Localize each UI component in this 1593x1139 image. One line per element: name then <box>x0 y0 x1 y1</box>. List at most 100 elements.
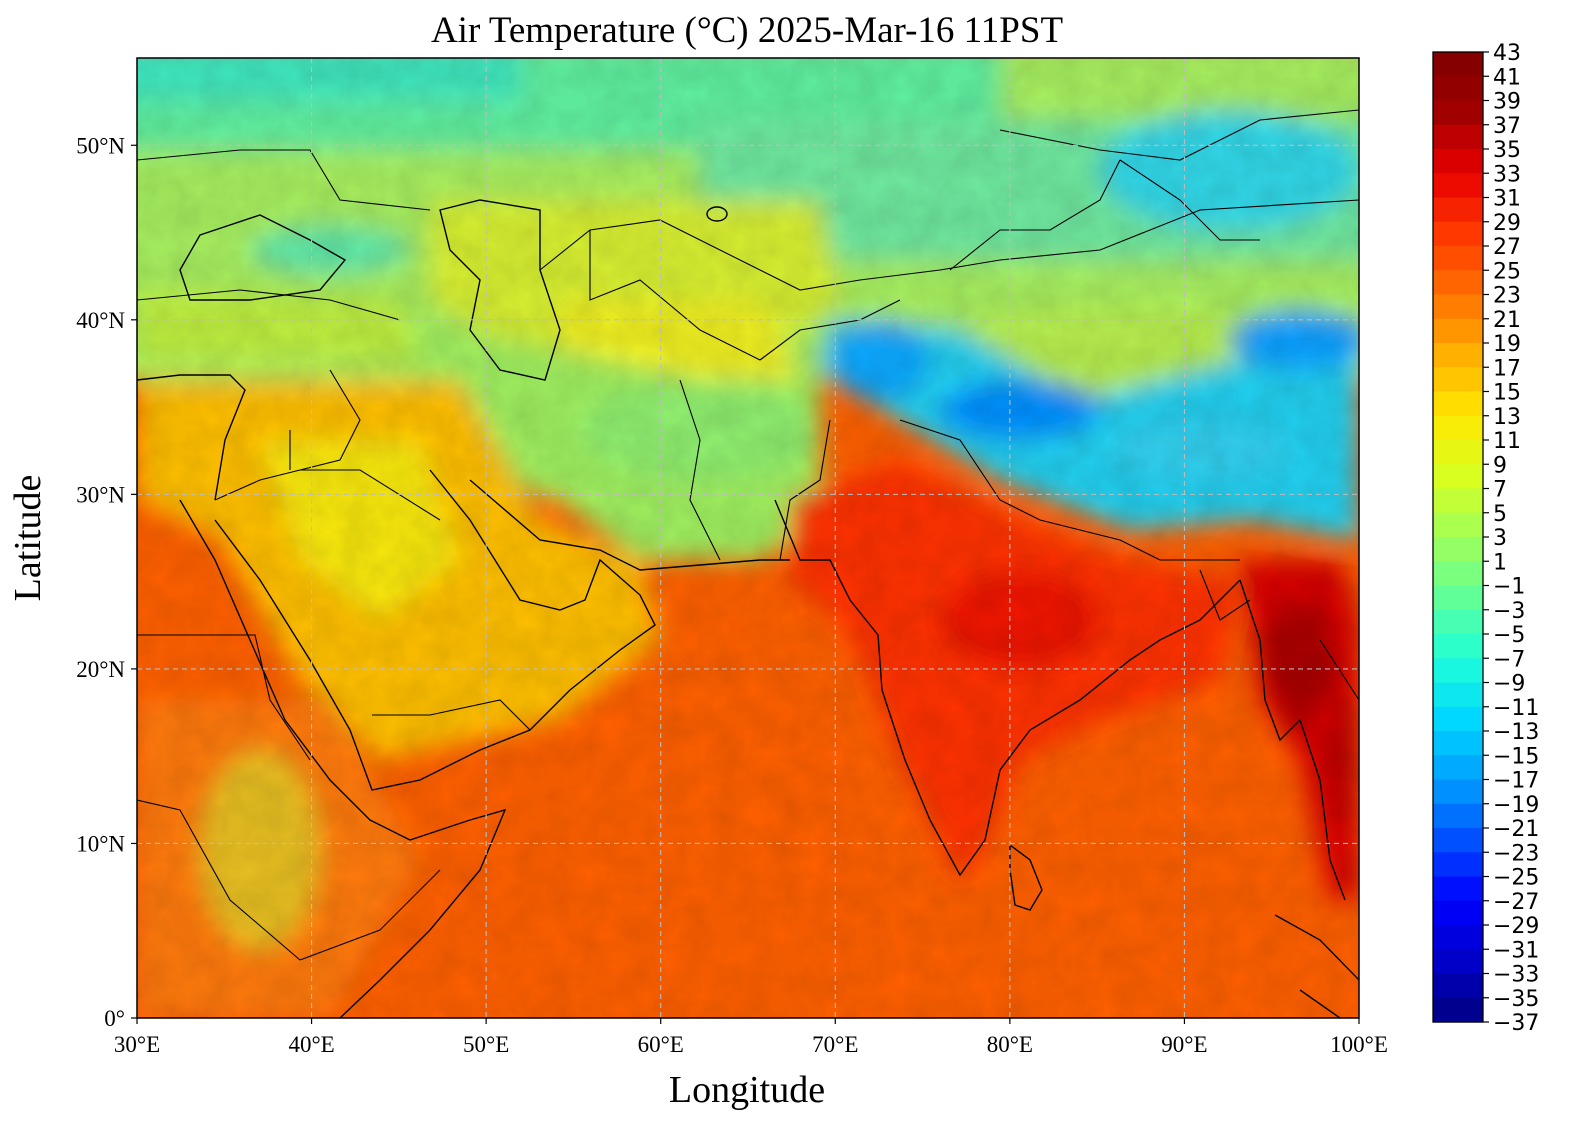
colorbar-band <box>1433 537 1483 562</box>
y-tick-label: 50°N <box>76 133 125 158</box>
x-tick-label: 50°E <box>463 1032 509 1057</box>
colorbar-tick-label: 23 <box>1493 284 1521 309</box>
colorbar-tick-label: −33 <box>1493 963 1539 988</box>
colorbar-tick-label: −9 <box>1493 672 1525 697</box>
colorbar-tick-label: −37 <box>1493 1011 1539 1036</box>
colorbar-tick-label: 41 <box>1493 65 1521 90</box>
colorbar-band <box>1433 391 1483 417</box>
colorbar-band <box>1433 609 1483 635</box>
plot-frame <box>136 57 1360 1019</box>
colorbar-tick-label: −19 <box>1493 793 1539 818</box>
colorbar-tick-label: −13 <box>1493 720 1539 745</box>
colorbar-band <box>1433 440 1483 465</box>
colorbar-band <box>1433 197 1483 223</box>
colorbar-tick-label: −27 <box>1493 890 1539 915</box>
colorbar-tick-label: 29 <box>1493 211 1521 236</box>
colorbar-tick-label: 33 <box>1493 162 1521 187</box>
colorbar-band <box>1433 76 1483 102</box>
colorbar-band <box>1433 270 1483 296</box>
y-tick-label: 40°N <box>76 308 125 333</box>
colorbar-band <box>1433 464 1483 490</box>
colorbar-tick-label: 37 <box>1493 114 1521 139</box>
y-tick-label: 10°N <box>76 831 125 856</box>
colorbar-band <box>1433 852 1483 878</box>
y-axis-ticks: 0° 10°N 20°N 30°N 40°N 50°N <box>76 133 137 1031</box>
colorbar-tick-label: 9 <box>1493 453 1507 478</box>
colorbar-tick-label: −21 <box>1493 817 1539 842</box>
colorbar-band <box>1433 318 1483 344</box>
colorbar-band <box>1433 755 1483 781</box>
colorbar-band <box>1433 221 1483 247</box>
colorbar <box>1432 51 1484 1023</box>
colorbar-band <box>1433 682 1483 708</box>
x-tick-label: 100°E <box>1330 1032 1388 1057</box>
colorbar-band <box>1433 488 1483 514</box>
colorbar-band <box>1433 706 1483 732</box>
x-axis-ticks: 30°E 40°E 50°E 60°E 70°E 80°E 90°E 100°E <box>114 1018 1388 1057</box>
colorbar-band <box>1433 634 1483 659</box>
colorbar-tick-label: 11 <box>1493 429 1521 454</box>
colorbar-tick-label: −5 <box>1493 623 1525 648</box>
colorbar-band <box>1433 561 1483 587</box>
temperature-field <box>137 58 1359 1018</box>
country-borders <box>137 109 1359 961</box>
colorbar-band <box>1433 415 1483 441</box>
colorbar-band <box>1433 973 1483 999</box>
colorbar-tick-label: 3 <box>1493 526 1507 551</box>
y-tick-label: 0° <box>104 1006 125 1031</box>
colorbar-tick-label: 19 <box>1493 332 1521 357</box>
colorbar-band <box>1433 512 1483 538</box>
colorbar-tick-label: −7 <box>1493 647 1525 672</box>
colorbar-tick-label: −1 <box>1493 575 1525 600</box>
colorbar-band <box>1433 876 1483 902</box>
coastlines <box>137 199 1359 1018</box>
x-tick-label: 40°E <box>288 1032 334 1057</box>
colorbar-tick-label: 21 <box>1493 308 1521 333</box>
colorbar-tick-label: 27 <box>1493 235 1521 260</box>
colorbar-band <box>1433 900 1483 926</box>
colorbar-tick-label: 15 <box>1493 381 1521 406</box>
colorbar-band <box>1433 949 1483 975</box>
colorbar-tick-label: −31 <box>1493 938 1539 963</box>
colorbar-band <box>1433 52 1483 77</box>
y-tick-label: 20°N <box>76 657 125 682</box>
colorbar-tick-label: −25 <box>1493 866 1539 891</box>
colorbar-tick-label: 5 <box>1493 502 1507 527</box>
colorbar-band <box>1433 658 1483 684</box>
colorbar-tick-label: −23 <box>1493 841 1539 866</box>
colorbar-band <box>1433 124 1483 150</box>
colorbar-band <box>1433 100 1483 126</box>
colorbar-band <box>1433 367 1483 393</box>
x-tick-label: 80°E <box>987 1032 1033 1057</box>
colorbar-band <box>1433 803 1483 829</box>
colorbar-band <box>1433 997 1483 1023</box>
chart-title: Air Temperature (°C) 2025-Mar-16 11PST <box>431 10 1063 51</box>
colorbar-tick-label: 25 <box>1493 259 1521 284</box>
colorbar-band <box>1433 779 1483 805</box>
y-tick-label: 30°N <box>76 482 125 507</box>
colorbar-band <box>1433 925 1483 950</box>
colorbar-tick-label: −3 <box>1493 599 1525 624</box>
colorbar-band <box>1433 731 1483 756</box>
colorbar-ticks: 434139373533312927252321191715131197531−… <box>1483 41 1539 1036</box>
colorbar-band <box>1433 246 1483 271</box>
colorbar-tick-label: 13 <box>1493 405 1521 430</box>
colorbar-tick-label: 39 <box>1493 90 1521 115</box>
x-tick-label: 90°E <box>1161 1032 1207 1057</box>
x-tick-label: 60°E <box>638 1032 684 1057</box>
colorbar-band <box>1433 149 1483 174</box>
colorbar-tick-label: 1 <box>1493 550 1507 575</box>
colorbar-band <box>1433 294 1483 320</box>
colorbar-band <box>1433 585 1483 611</box>
colorbar-tick-label: −11 <box>1493 696 1539 721</box>
colorbar-tick-label: −35 <box>1493 987 1539 1012</box>
x-axis-label: Longitude <box>669 1069 825 1111</box>
colorbar-tick-label: 31 <box>1493 187 1521 212</box>
colorbar-tick-label: −29 <box>1493 914 1539 939</box>
colorbar-tick-label: −15 <box>1493 744 1539 769</box>
x-tick-label: 30°E <box>114 1032 160 1057</box>
colorbar-band <box>1433 828 1483 853</box>
x-tick-label: 70°E <box>812 1032 858 1057</box>
y-axis-label: Latitude <box>7 475 49 602</box>
colorbar-tick-label: 7 <box>1493 478 1507 503</box>
